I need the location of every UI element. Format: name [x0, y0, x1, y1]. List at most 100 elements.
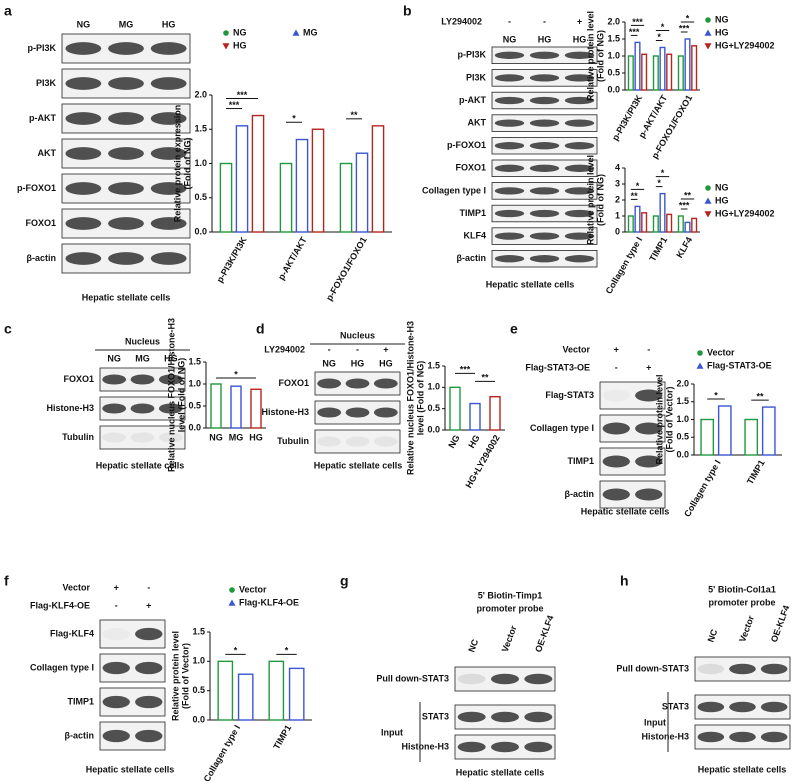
bar [652, 55, 659, 91]
sig-label: *** [632, 17, 643, 27]
blot-band [108, 252, 144, 265]
blot-band [317, 436, 342, 447]
legend-marker [292, 29, 300, 36]
blot-band [135, 695, 163, 709]
row-label: Histone-H3 [261, 407, 309, 417]
row-label: p-AKT [29, 113, 56, 123]
blot-band [102, 661, 130, 675]
bar [744, 418, 759, 456]
condition-mark: - [328, 344, 331, 354]
sig-label: * [661, 22, 665, 32]
bar [311, 128, 325, 233]
bar [677, 55, 684, 91]
lane-label: NG [503, 34, 517, 44]
bar [684, 38, 691, 91]
probe-label: 5' Biotin-Col1a1 [708, 584, 776, 594]
legend-label: Vector [707, 347, 735, 357]
bar [237, 673, 254, 721]
x-tick-label: Collagen type I [682, 458, 723, 518]
x-tick-label: Collagen type I [604, 235, 645, 295]
bar [641, 53, 648, 91]
legend-marker [704, 211, 712, 218]
y-tick-label: 1.0 [676, 414, 689, 424]
legend-marker [696, 362, 704, 369]
y-tick-label: 0.0 [427, 424, 440, 434]
blot-band [457, 711, 486, 723]
y-axis-label: (Fold of Vector) [664, 387, 674, 453]
row-label: KLF4 [464, 230, 487, 240]
y-axis-label: (Fold of NG) [595, 30, 605, 82]
row-label: FOXO1 [455, 163, 486, 173]
blot-band [494, 96, 525, 105]
blot-band [345, 407, 370, 418]
blot-band [150, 252, 187, 265]
legend-label: HG+LY294002 [715, 40, 774, 50]
panel-letter: g [340, 573, 349, 589]
blot-band [108, 147, 144, 160]
group-label: Input [381, 727, 403, 737]
panel-letter: f [4, 573, 9, 589]
y-tick-label: 0.0 [188, 422, 201, 432]
bar [279, 162, 293, 233]
caption: Hepatic stellate cells [581, 506, 670, 516]
blot-band [150, 42, 187, 55]
row-label: TIMP1 [459, 208, 486, 218]
bar [250, 388, 262, 429]
condition-mark: - [647, 344, 650, 354]
blot-band [564, 232, 595, 240]
y-axis-label: (Fold of NG) [595, 174, 605, 226]
blot-band [697, 663, 725, 675]
blot-band [529, 209, 560, 218]
legend-label: Flag-STAT3-OE [707, 360, 772, 370]
blot-header: Nucleus [340, 330, 375, 340]
panel-letter: e [510, 321, 518, 337]
blot-band [529, 74, 560, 82]
sig-label: ** [756, 391, 764, 401]
bar [219, 162, 233, 233]
blot-band [108, 42, 144, 55]
y-tick-label: 0.5 [188, 400, 201, 410]
row-label: Flag-KLF4 [50, 628, 94, 638]
y-tick-label: 0.0 [194, 226, 207, 236]
caption: Hepatic stellate cells [86, 764, 175, 774]
y-axis-label: Relative protein level [585, 11, 595, 101]
legend-marker [704, 43, 712, 50]
blot-band [65, 147, 102, 160]
blot-band [135, 661, 163, 675]
blot-band [524, 741, 553, 753]
blot-band [494, 119, 525, 127]
blot-band [729, 663, 756, 675]
blot-band [102, 403, 127, 414]
legend-label: HG [715, 195, 729, 205]
blot-band [491, 711, 519, 723]
blot-band [102, 695, 130, 709]
y-tick-label: 3 [615, 178, 620, 188]
row-label: p-FOXO1 [17, 183, 56, 193]
legend-label: Vector [239, 584, 267, 594]
y-tick-label: 0 [615, 226, 620, 236]
y-tick-label: 2.0 [607, 16, 620, 26]
y-tick-label: 1.5 [607, 33, 620, 43]
bar [469, 402, 481, 431]
x-tick-label: MG [229, 432, 244, 442]
blot-band [135, 729, 163, 743]
blot-band [373, 407, 398, 418]
x-tick-label: p-AKT/AKT [276, 235, 309, 282]
lane-label: NC [466, 637, 480, 653]
sig-label: * [657, 178, 661, 188]
legend-label: Flag-KLF4-OE [239, 597, 299, 607]
row-label: FOXO1 [63, 374, 94, 384]
y-axis-label: Relative protein level [654, 374, 664, 464]
lane-label: HG [351, 358, 365, 368]
blot-band [494, 164, 525, 172]
bar [251, 114, 265, 233]
condition-mark: - [356, 344, 359, 354]
lane-label: OE-KLF4 [769, 604, 792, 644]
x-tick-label: HG [249, 432, 263, 442]
blot-band [529, 96, 560, 105]
blot-band [373, 378, 398, 389]
sig-label: * [234, 646, 238, 656]
legend-marker [704, 29, 712, 36]
legend-marker [228, 599, 236, 606]
